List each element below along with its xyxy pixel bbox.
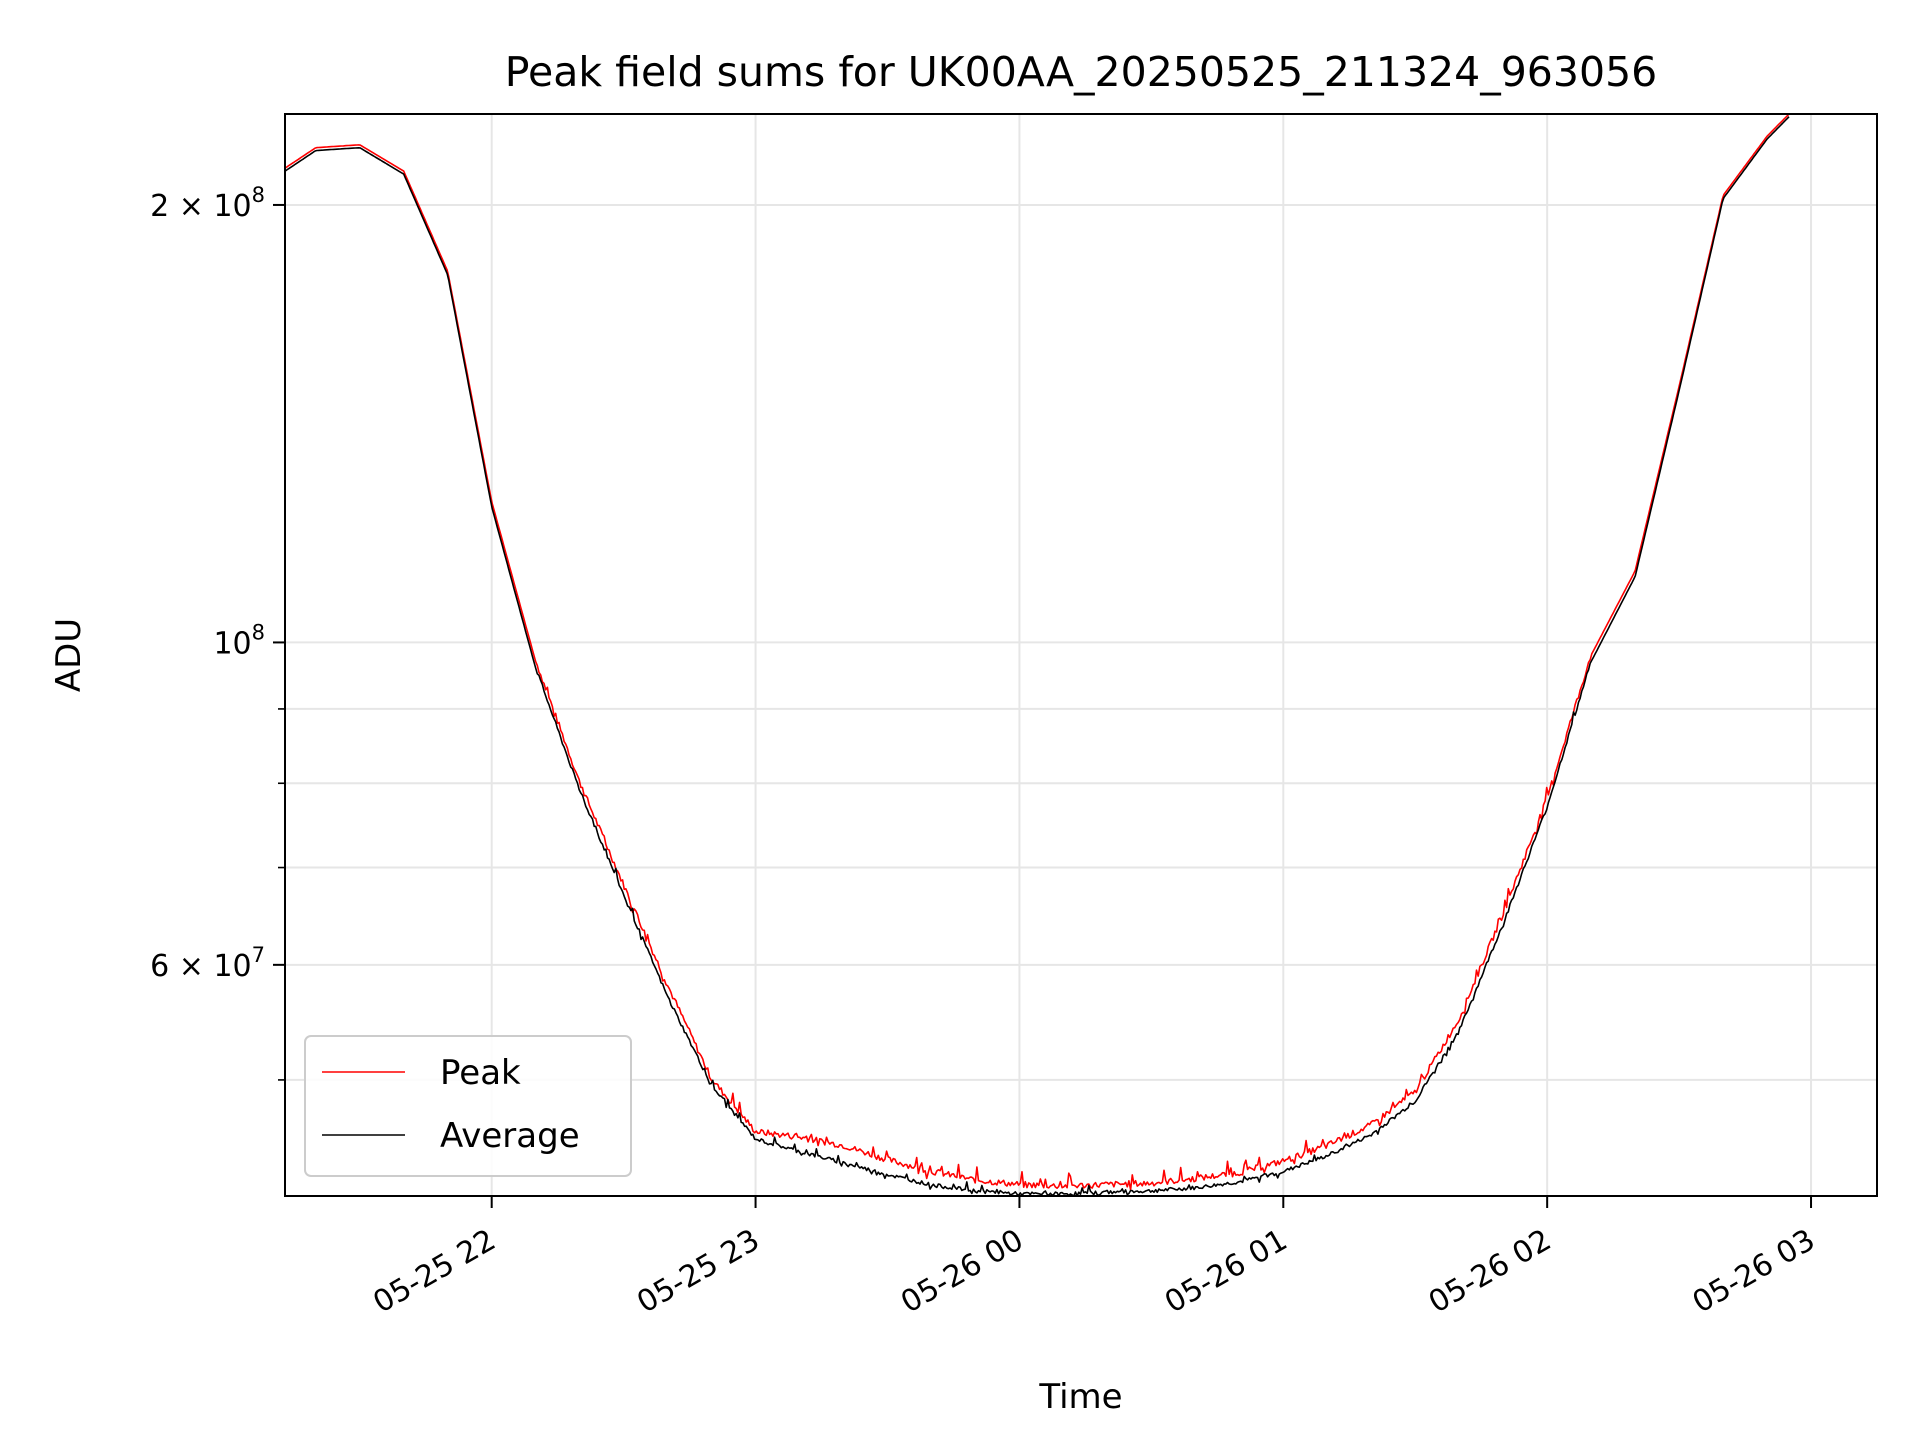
y-tick-label: 6 × 107	[150, 943, 265, 984]
y-axis: 6 × 107 108 2 × 108	[150, 183, 285, 1081]
plot-frame	[284, 113, 1878, 1197]
series-line-peak	[284, 113, 1790, 1191]
legend-box	[304, 1035, 632, 1177]
y-tick-mantissa: 2	[150, 189, 169, 224]
grid	[285, 114, 1877, 1196]
y-axis-label: ADU	[49, 618, 89, 692]
y-tick-label: 2 × 108	[150, 183, 265, 224]
legend-label-peak: Peak	[440, 1053, 521, 1093]
legend-label-average: Average	[440, 1116, 580, 1156]
x-axis-label: Time	[1038, 1377, 1122, 1417]
y-tick-exponent: 8	[252, 620, 265, 644]
y-tick-label: 108	[213, 620, 265, 661]
y-tick-exponent: 8	[252, 183, 265, 207]
series-line-average	[284, 116, 1790, 1197]
chart-title: Peak field sums for UK00AA_20250525_2113…	[505, 48, 1657, 96]
y-tick-exponent: 7	[252, 943, 265, 967]
y-tick-mantissa: 6	[150, 949, 169, 984]
series-layer	[284, 113, 1790, 1197]
legend: Peak Average	[304, 1035, 632, 1177]
